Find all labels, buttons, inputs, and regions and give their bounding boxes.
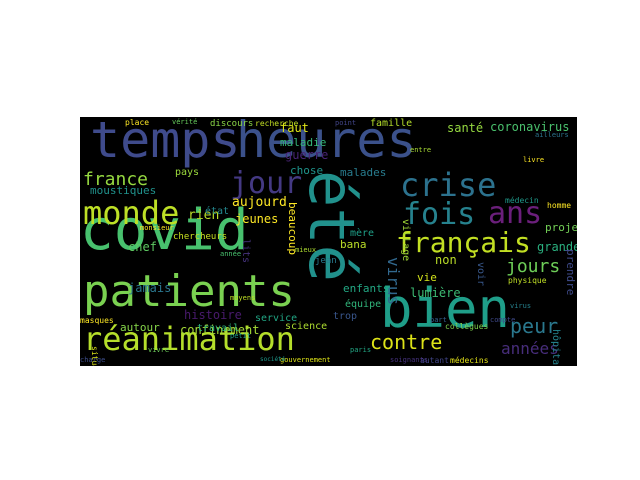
cloud-word-annee: année — [220, 250, 242, 258]
cloud-word-pays: pays — [175, 167, 200, 178]
cloud-word-francais: français — [396, 226, 531, 259]
cloud-word-village: village — [400, 219, 411, 262]
cloud-word-chercheurs: chercheurs — [173, 232, 228, 242]
cloud-word-jour: jour — [230, 166, 303, 201]
cloud-word-prendre: prendre — [564, 249, 577, 296]
cloud-word-soignants: soignants — [390, 356, 428, 364]
cloud-word-temps: temps — [90, 117, 241, 169]
cloud-word-moyens: moyens — [230, 294, 256, 302]
cloud-word-verite: vérité — [172, 118, 198, 126]
cloud-word-contre: contre — [370, 330, 443, 354]
cloud-word-patients: patients — [83, 266, 295, 317]
cloud-word-trop: trop — [333, 311, 358, 322]
cloud-word-vivre: vivre — [148, 346, 170, 354]
cloud-word-travail: travail — [197, 323, 240, 334]
cloud-word-masques: masques — [80, 316, 114, 325]
cloud-word-reanimation: réanimation — [83, 320, 295, 358]
cloud-word-livre: livre — [523, 156, 545, 164]
cloud-word-recherche: recherche — [255, 119, 299, 128]
cloud-word-famille: famille — [370, 118, 413, 129]
cloud-word-histoire: histoire — [184, 308, 242, 322]
cloud-word-petit: petit — [230, 332, 252, 340]
cloud-word-sante: santé — [447, 121, 484, 135]
cloud-word-lumiere: lumière — [410, 286, 461, 300]
cloud-word-vie: vie — [417, 271, 437, 284]
cloud-word-science: science — [285, 321, 328, 332]
cloud-word-guerre: guerre — [285, 148, 329, 162]
cloud-word-covid: covid — [80, 198, 249, 263]
cloud-word-moustiques: moustiques — [90, 184, 157, 197]
cloud-word-fois: fois — [403, 197, 476, 232]
cloud-word-jours: jours — [506, 256, 561, 277]
cloud-word-chose: chose — [290, 164, 324, 177]
cloud-word-chef: chef — [128, 240, 157, 254]
cloud-word-collegues: collègues — [445, 322, 489, 331]
cloud-word-voir: voir — [475, 262, 486, 287]
cloud-word-etat: état — [205, 206, 230, 217]
cloud-word-bien: bien — [380, 277, 511, 340]
cloud-word-non: non — [435, 253, 457, 267]
cloud-word-monde: monde — [83, 194, 180, 232]
cloud-word-faut: faut — [280, 121, 309, 135]
cloud-word-homme: homme — [547, 201, 572, 210]
cloud-word-part: part — [430, 316, 447, 324]
cloud-word-coronavirus: coronavirus — [490, 120, 570, 134]
cloud-word-ailleurs: ailleurs — [535, 131, 569, 139]
cloud-word-lits: lits — [240, 239, 251, 264]
word-cloud: temps heures covid été bien patients réanimati… — [80, 117, 577, 366]
cloud-word-gouvernement: gouvernement — [280, 356, 331, 364]
cloud-word-paris: paris — [350, 346, 372, 354]
cloud-word-crise: crise — [400, 166, 497, 204]
cloud-word-mere: mère — [350, 228, 375, 239]
cloud-word-autant: autant — [420, 356, 449, 365]
cloud-word-societe: société — [260, 356, 286, 363]
cloud-word-grande: grande — [537, 240, 577, 254]
cloud-word-place: place — [125, 118, 150, 127]
cloud-word-heures: heures — [236, 117, 417, 169]
cloud-word-equipe: équipe — [345, 299, 382, 310]
cloud-word-projet: projet — [545, 221, 577, 234]
cloud-word-rien: rien — [188, 208, 220, 223]
cloud-word-confinement: confinement — [180, 323, 260, 337]
cloud-word-enfants: enfants — [343, 282, 390, 295]
cloud-word-discours: discours — [210, 119, 254, 129]
cloud-word-service: service — [255, 313, 298, 324]
cloud-word-jeunes: jeunes — [235, 212, 279, 226]
cloud-word-ans: ans — [488, 196, 543, 231]
cloud-word-virus: virus — [510, 302, 532, 310]
cloud-word-monsieur: monsieur — [140, 224, 174, 232]
cloud-word-mieux: mieux — [295, 246, 317, 254]
cloud-word-annees: années — [501, 339, 559, 358]
cloud-word-bana: bana — [340, 238, 367, 251]
cloud-word-medecins: médecins — [450, 356, 489, 365]
cloud-word-maladie: maladie — [280, 136, 327, 149]
cloud-word-hopitaux: hôpitaux — [550, 329, 561, 366]
cloud-word-physique: physique — [508, 276, 547, 285]
cloud-word-malades: malades — [340, 166, 387, 179]
cloud-word-france: france — [83, 169, 149, 190]
cloud-word-compte: compte — [490, 316, 516, 324]
cloud-word-jean: jean — [315, 256, 337, 266]
cloud-word-autour: autour — [120, 321, 160, 334]
cloud-word-medecin: médecin — [505, 196, 539, 205]
cloud-word-jamais: jamais — [128, 281, 172, 295]
cloud-word-point: point — [335, 119, 357, 127]
cloud-word-entre: entre — [410, 146, 432, 154]
cloud-word-aujourd: aujourd — [232, 195, 287, 210]
cloud-word-charge: charge — [80, 356, 106, 364]
cloud-word-peur: peur — [510, 314, 559, 338]
